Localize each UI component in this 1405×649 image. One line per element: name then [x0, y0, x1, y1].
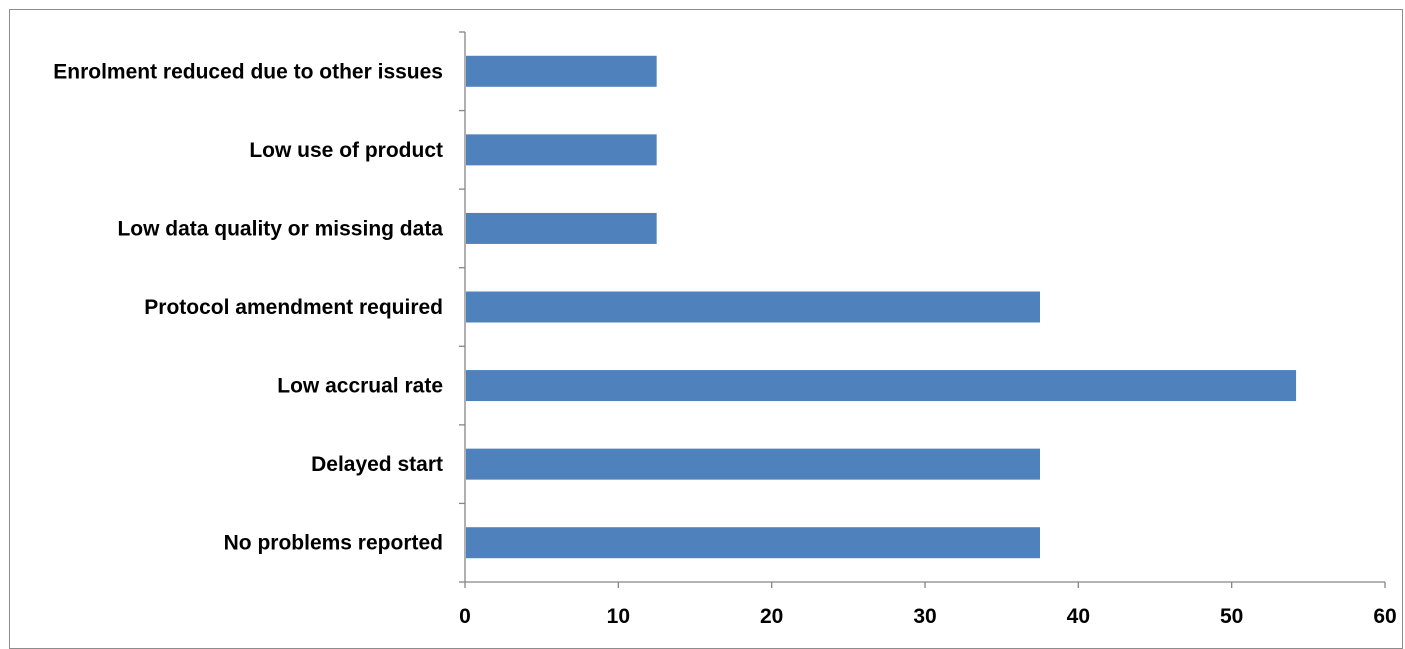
x-tick-label: 30 [913, 605, 936, 628]
x-tick-label: 60 [1373, 605, 1396, 628]
category-label: Delayed start [311, 453, 443, 476]
x-tick-label: 0 [459, 605, 471, 628]
bar [466, 212, 657, 244]
x-axis [464, 581, 1386, 588]
category-label: Low accrual rate [277, 375, 443, 398]
y-axis [459, 31, 466, 583]
bar [466, 370, 1297, 402]
x-tick-labels: 0 10 20 30 40 50 60 [459, 605, 1397, 628]
category-label: Low data quality or missing data [117, 217, 443, 240]
category-label: Enrolment reduced due to other issues [53, 60, 443, 83]
x-tick-label: 10 [607, 605, 630, 628]
x-tick-label: 20 [760, 605, 783, 628]
bar [466, 55, 657, 87]
bar [466, 527, 1040, 559]
x-tick-label: 40 [1067, 605, 1090, 628]
category-labels: No problems reported Delayed start Low acc… [53, 60, 443, 554]
bar [466, 448, 1040, 480]
x-tick-label: 50 [1220, 605, 1243, 628]
bars [466, 55, 1297, 559]
category-label: No problems reported [224, 532, 443, 555]
category-label: Protocol amendment required [144, 296, 443, 319]
category-label: Low use of product [249, 139, 443, 162]
bar [466, 291, 1040, 323]
bar [466, 134, 657, 166]
